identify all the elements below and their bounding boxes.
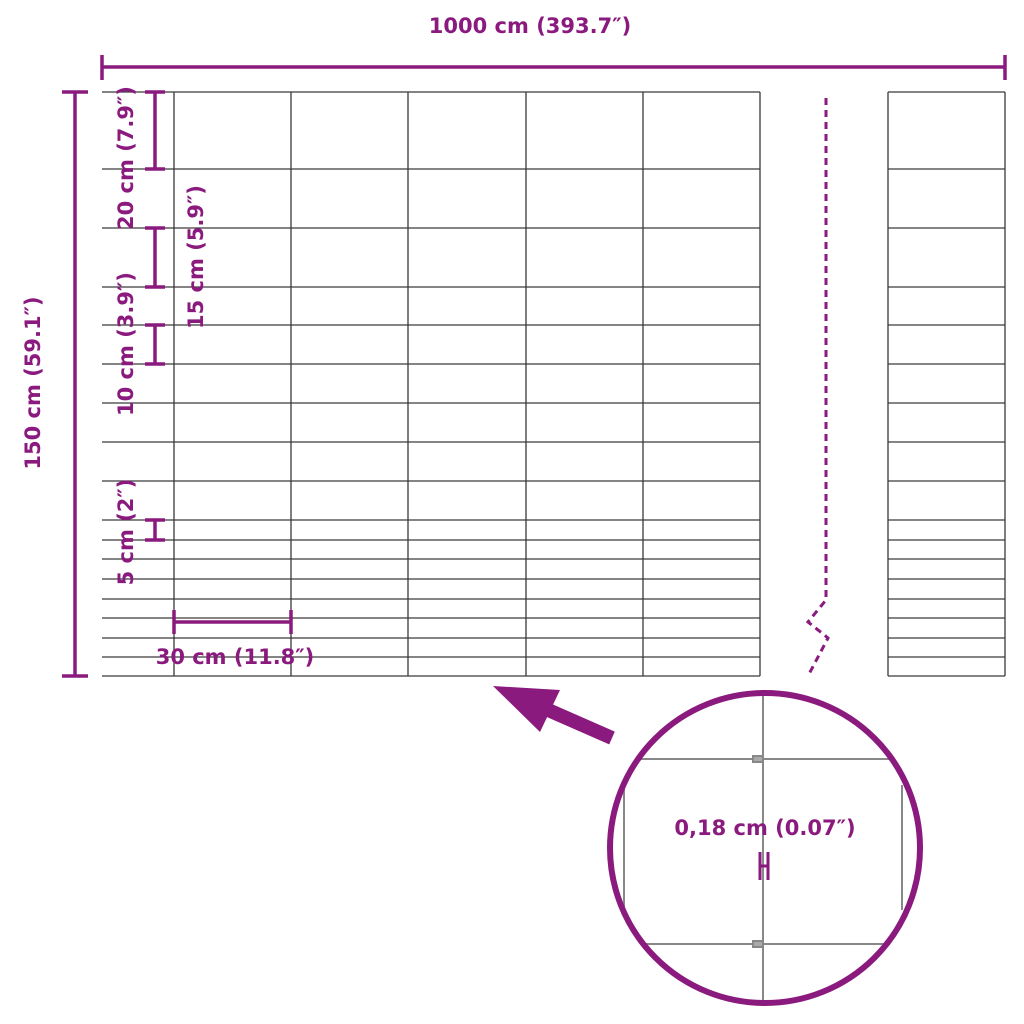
- upper-spacing-label: 15 cm (5.9″): [184, 185, 208, 329]
- top-spacing-label: 20 cm (7.9″): [114, 86, 138, 230]
- post-spacing-label: 30 cm (11.8″): [156, 645, 315, 669]
- height-dimension-line: [62, 90, 88, 678]
- top-spacing-bracket: [145, 90, 165, 171]
- bottom-spacing-bracket: [145, 518, 165, 542]
- bottom-spacing-label: 5 cm (2″): [114, 479, 138, 586]
- upper-spacing-bracket: [145, 226, 165, 289]
- post-spacing-bracket: [172, 610, 293, 634]
- thickness-marker: [758, 852, 770, 880]
- fence-mesh: [102, 91, 1006, 677]
- height-label: 150 cm (59.1″): [21, 296, 45, 469]
- wire-thickness-label: 0,18 cm (0.07″): [674, 816, 855, 840]
- middle-spacing-bracket: [145, 323, 165, 366]
- arrow-icon: [493, 686, 615, 745]
- middle-spacing-label: 10 cm (3.9″): [114, 272, 138, 416]
- detail-magnifier: 0,18 cm (0.07″): [607, 690, 923, 1006]
- width-dimension-line: [100, 55, 1007, 80]
- break-line: [805, 98, 830, 677]
- width-label: 1000 cm (393.7″): [429, 14, 631, 38]
